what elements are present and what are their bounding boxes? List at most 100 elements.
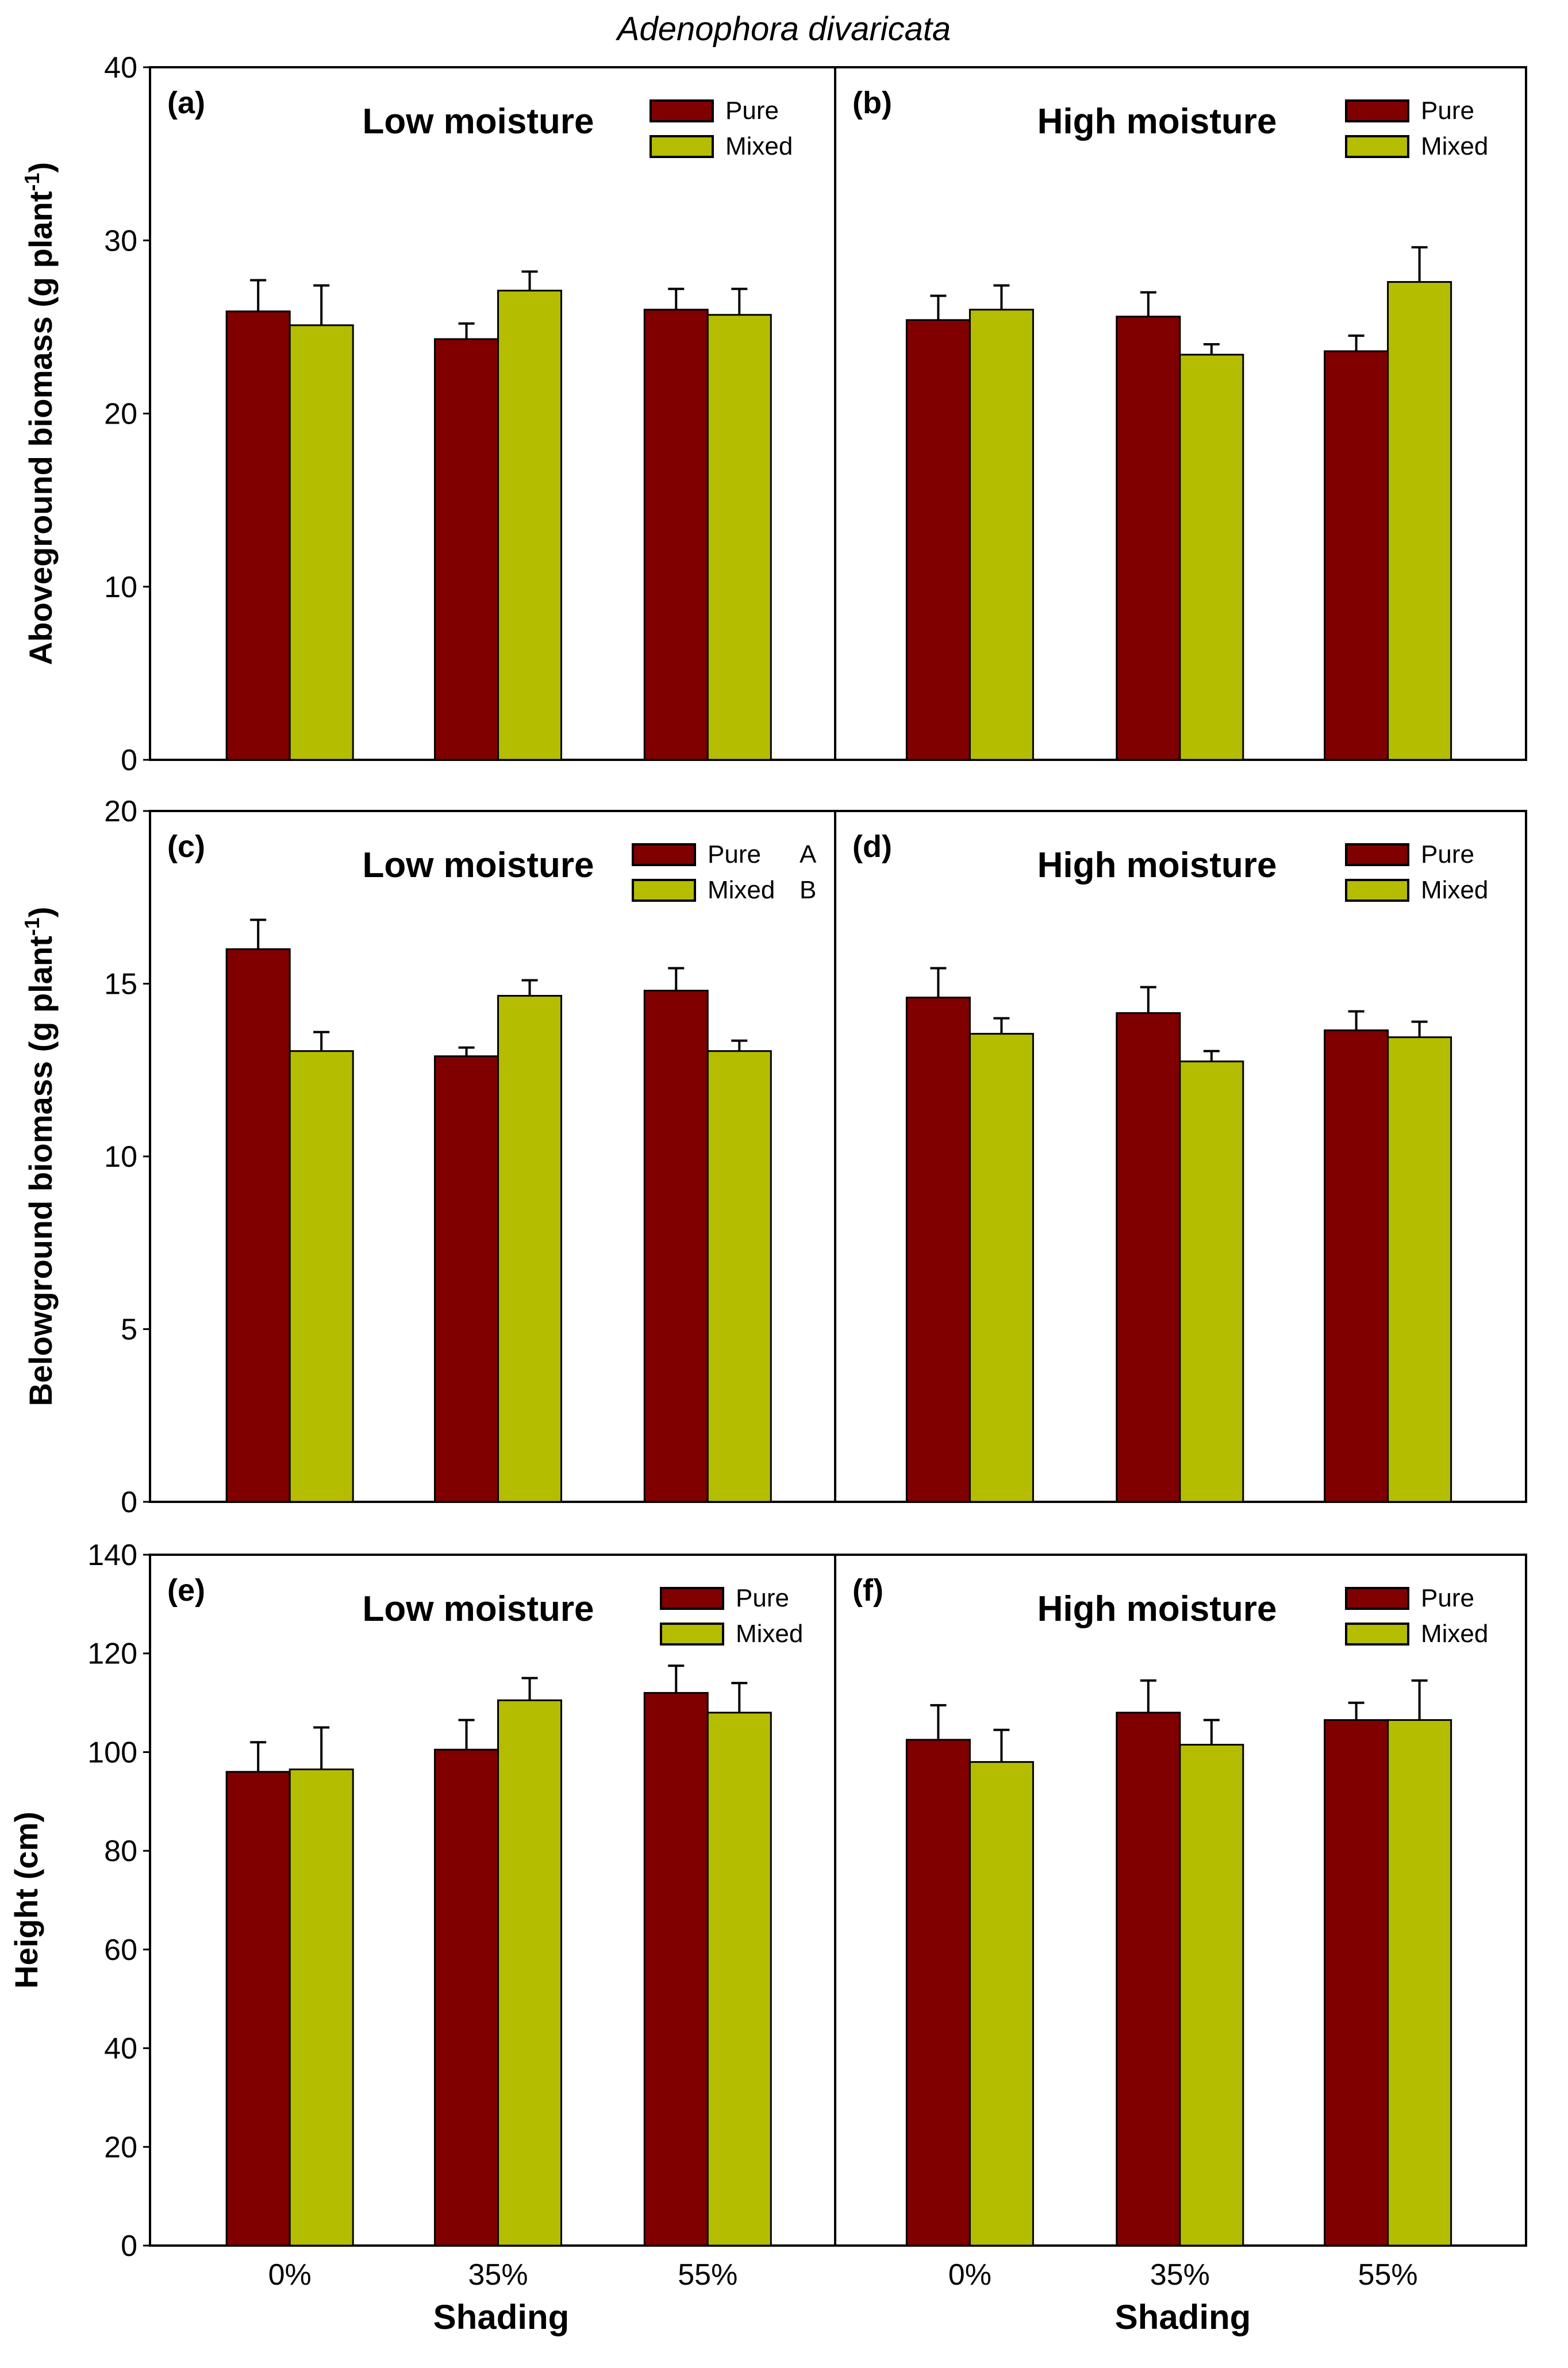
bar-mixed-0pct [969, 1761, 1034, 2247]
bar-mixed-0pct [289, 1768, 354, 2247]
bar-pure-0pct [225, 1771, 291, 2247]
y-tick-label: 100 [87, 1736, 137, 1769]
legend-swatch-pure [632, 843, 696, 866]
bar-mixed-0pct [969, 1033, 1034, 1503]
legend-swatch-pure [660, 1587, 724, 1610]
legend-label-pure: Pure [725, 97, 779, 125]
y-axis-label-superscript: -1 [20, 173, 44, 191]
legend-label-mixed: Mixed [736, 1620, 803, 1648]
bar-pure-35pct [434, 1055, 499, 1503]
y-tick-label: 80 [104, 1835, 137, 1868]
panel-f: (f) High moisture Pure Mixed 0% 35% 55% Shading [834, 1554, 1527, 2336]
y-tick-label: 20 [104, 398, 137, 431]
panel-a: 0 10 20 30 40 Aboveground biomass (g plant-1)… [20, 51, 836, 777]
y-tick-label: 0 [121, 2229, 137, 2263]
x-tick-label: 35% [1150, 2258, 1210, 2292]
bar-mixed-35pct [497, 290, 563, 761]
bar-pure-55pct [1324, 1719, 1389, 2247]
x-tick-label: 55% [678, 2258, 737, 2292]
bar-pure-55pct [643, 990, 709, 1503]
legend-swatch-mixed [1345, 879, 1409, 902]
x-tick-label: 35% [468, 2258, 528, 2292]
panel-title: Low moisture [362, 1589, 594, 1629]
bar-mixed-55pct [706, 1712, 772, 2247]
bar-mixed-55pct [1387, 281, 1452, 761]
y-tick-label: 10 [104, 1140, 137, 1174]
y-tick-label: 30 [104, 224, 137, 257]
legend-letter: B [800, 876, 816, 904]
y-tick-label: 15 [104, 968, 137, 1001]
legend-swatch-mixed [632, 879, 696, 902]
bar-pure-35pct [1116, 1012, 1181, 1503]
legend-label-pure: Pure [1421, 840, 1474, 868]
legend-label-pure: Pure [736, 1584, 789, 1612]
x-tick-label: 0% [268, 2258, 312, 2292]
y-tick-label: 10 [104, 571, 137, 604]
y-axis-label-text: Belowground biomass (g plant [22, 936, 59, 1406]
panel-c: 0 5 10 15 20 Belowground biomass (g plant-1) (… [20, 795, 836, 1519]
bar-pure-35pct [434, 1748, 499, 2247]
bar-mixed-0pct [289, 1050, 354, 1503]
y-tick-label: 120 [87, 1637, 137, 1671]
legend-swatch-pure [650, 99, 714, 122]
bar-pure-0pct [905, 1739, 971, 2247]
panel-label: (e) [167, 1573, 205, 1608]
y-tick-label: 20 [104, 2131, 137, 2164]
bar-pure-55pct [1324, 1029, 1389, 1503]
panel-label: (a) [167, 86, 205, 120]
legend-label-pure: Pure [1421, 1584, 1474, 1612]
bar-pure-35pct [1116, 316, 1181, 761]
panel-title: High moisture [1037, 102, 1277, 141]
legend-swatch-pure [1345, 843, 1409, 866]
bar-mixed-0pct [969, 309, 1034, 761]
y-tick-label: 0 [121, 744, 137, 777]
panel-label: (c) [167, 829, 205, 864]
y-axis-label-end: ) [22, 907, 59, 918]
legend-swatch-mixed [1345, 135, 1409, 158]
legend-label-mixed: Mixed [1421, 876, 1488, 904]
legend-swatch-pure [1345, 99, 1409, 122]
figure-title: Adenophora divaricata [616, 10, 951, 48]
panel-label: (b) [852, 86, 892, 120]
bar-mixed-55pct [706, 314, 772, 761]
bar-mixed-35pct [497, 1699, 563, 2247]
y-axis-label: Height (cm) [8, 1812, 44, 1989]
panel-title: High moisture [1037, 845, 1277, 885]
bar-mixed-55pct [706, 1050, 772, 1503]
y-axis-label: Belowground biomass (g plant-1) [20, 907, 59, 1406]
panel-d: (d) High moisture Pure Mixed [834, 810, 1527, 1503]
legend-label-pure: Pure [1421, 97, 1474, 125]
legend-label-mixed: Mixed [708, 876, 775, 904]
legend-label-mixed: Mixed [1421, 132, 1488, 160]
panel-title: Low moisture [362, 102, 594, 141]
bar-mixed-0pct [289, 324, 354, 761]
legend-label-pure: Pure [708, 840, 761, 868]
bar-pure-35pct [1116, 1712, 1181, 2247]
legend-swatch-pure [1345, 1587, 1409, 1610]
y-axis-label: Aboveground biomass (g plant-1) [20, 162, 59, 665]
bar-pure-55pct [1324, 350, 1389, 761]
y-axis-label-text: Height (cm) [8, 1812, 44, 1989]
panel-e: 0 20 40 60 80 100 120 140 Height (cm) (e) Low mois… [8, 1539, 836, 2336]
y-axis-label-end: ) [22, 162, 59, 173]
bar-mixed-35pct [1179, 353, 1244, 761]
bar-pure-0pct [905, 997, 971, 1503]
bar-pure-0pct [225, 310, 291, 761]
x-axis-label: Shading [433, 2298, 570, 2336]
x-tick-label: 55% [1358, 2258, 1418, 2292]
y-axis-label-superscript: -1 [20, 917, 44, 936]
bar-pure-35pct [434, 338, 499, 761]
bar-mixed-55pct [1387, 1719, 1452, 2247]
x-axis-label: Shading [1115, 2298, 1251, 2336]
panel-b: (b) High moisture Pure Mixed [834, 66, 1527, 761]
bar-pure-0pct [905, 319, 971, 761]
x-tick-label: 0% [948, 2258, 991, 2292]
panel-title: Low moisture [362, 845, 594, 885]
y-tick-label: 0 [121, 1486, 137, 1519]
legend-swatch-mixed [650, 135, 714, 158]
bar-pure-0pct [225, 948, 291, 1503]
y-tick-label: 5 [121, 1313, 137, 1347]
y-tick-label: 140 [87, 1539, 137, 1572]
panel-title: High moisture [1037, 1589, 1277, 1629]
